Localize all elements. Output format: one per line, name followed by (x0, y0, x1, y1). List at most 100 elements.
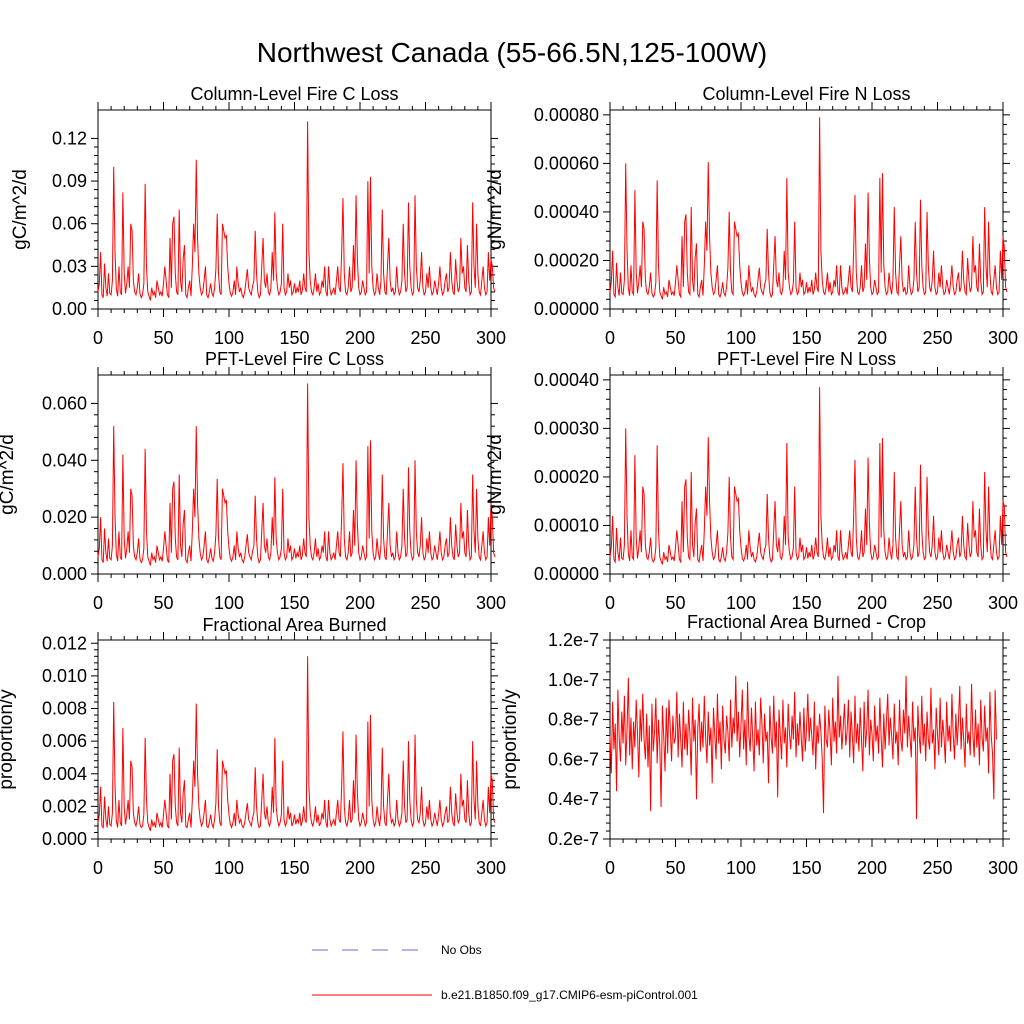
x-ticks: 0 50 100 150 200 250 300 (93, 102, 506, 348)
x-ticks: 0 50 100 150 200 250 300 (605, 367, 1018, 613)
x-tick-label: 300 (476, 593, 506, 613)
y-ticks: 0.000 0.002 0.004 0.006 0.008 0.010 0.012 (42, 633, 498, 849)
y-tick-label: 0.00080 (534, 105, 599, 125)
x-tick-label: 150 (279, 858, 309, 878)
x-tick-label: 300 (988, 328, 1018, 348)
y-tick-label: 0.010 (42, 666, 87, 686)
x-tick-label: 300 (476, 858, 506, 878)
y-axis-label: gN/m^2/d (485, 434, 506, 515)
x-tick-label: 0 (93, 858, 103, 878)
legend-label-model-run: b.e21.B1850.f09_g17.CMIP6-esm-piControl.… (441, 988, 698, 1002)
x-ticks: 0 50 100 150 200 250 300 (605, 102, 1018, 348)
y-tick-label: 0.2e-7 (548, 829, 599, 849)
plot-frame (97, 639, 492, 840)
y-tick-label: 0.000 (42, 564, 87, 584)
x-tick-label: 100 (214, 858, 244, 878)
panel-title: PFT-Level Fire C Loss (205, 349, 384, 369)
x-tick-label: 100 (726, 593, 756, 613)
plot-frame (609, 374, 1004, 575)
x-tick-label: 0 (605, 328, 615, 348)
x-tick-label: 150 (279, 328, 309, 348)
y-tick-label: 0.00000 (534, 299, 599, 319)
x-tick-label: 200 (345, 593, 375, 613)
series-line (97, 656, 496, 832)
y-tick-label: 0.002 (42, 796, 87, 816)
x-tick-label: 50 (153, 858, 173, 878)
x-tick-label: 50 (665, 593, 685, 613)
y-tick-label: 0.00 (52, 299, 87, 319)
series-line (609, 117, 1008, 300)
y-axis-label: gC/m^2/d (10, 169, 31, 250)
panel-title: PFT-Level Fire N Loss (717, 349, 896, 369)
x-ticks: 0 50 100 150 200 250 300 (605, 632, 1018, 878)
x-tick-label: 250 (922, 593, 952, 613)
main-title: Northwest Canada (55-66.5N,125-100W) (257, 37, 767, 68)
y-axis-label: gN/m^2/d (485, 169, 506, 250)
y-tick-label: 0.004 (42, 764, 87, 784)
x-tick-label: 0 (93, 328, 103, 348)
y-tick-label: 0.008 (42, 699, 87, 719)
y-ticks: 0.2e-7 0.4e-7 0.6e-7 0.8e-7 1.0e-7 1.2e-7 (548, 630, 1010, 849)
y-tick-label: 0.06 (52, 214, 87, 234)
x-tick-label: 0 (605, 593, 615, 613)
y-tick-label: 1.0e-7 (548, 670, 599, 690)
x-tick-label: 200 (857, 858, 887, 878)
y-tick-label: 0.00040 (534, 202, 599, 222)
x-tick-label: 100 (726, 328, 756, 348)
x-ticks: 0 50 100 150 200 250 300 (93, 632, 506, 878)
y-tick-label: 0.00040 (534, 370, 599, 390)
y-tick-label: 0.020 (42, 507, 87, 527)
panel-title: Fractional Area Burned - Crop (687, 612, 926, 632)
x-tick-label: 0 (93, 593, 103, 613)
x-tick-label: 300 (988, 858, 1018, 878)
x-tick-label: 250 (410, 593, 440, 613)
panel-title: Fractional Area Burned (202, 615, 386, 635)
x-tick-label: 100 (214, 593, 244, 613)
y-tick-label: 0.000 (42, 829, 87, 849)
legend: No Obs b.e21.B1850.f09_g17.CMIP6-esm-piC… (312, 943, 698, 1002)
x-tick-label: 200 (857, 593, 887, 613)
panel-fractional-area-burned: Fractional Area Burned proportion/y 0.00… (0, 615, 506, 878)
x-tick-label: 150 (791, 593, 821, 613)
x-tick-label: 250 (410, 328, 440, 348)
x-tick-label: 200 (345, 328, 375, 348)
series-line (609, 387, 1008, 565)
series-line (97, 121, 496, 301)
y-tick-label: 0.00000 (534, 564, 599, 584)
legend-label-no-obs: No Obs (441, 943, 482, 957)
y-tick-label: 0.00020 (534, 467, 599, 487)
x-tick-label: 300 (988, 593, 1018, 613)
y-tick-label: 0.00010 (534, 515, 599, 535)
y-tick-label: 0.4e-7 (548, 789, 599, 809)
y-ticks: 0.00000 0.00020 0.00040 0.00060 0.00080 (534, 105, 1010, 319)
x-tick-label: 150 (279, 593, 309, 613)
x-ticks: 0 50 100 150 200 250 300 (93, 367, 506, 613)
x-tick-label: 50 (153, 328, 173, 348)
plot-frame (97, 109, 492, 310)
panel-column-n-loss: Column-Level Fire N Loss gN/m^2/d 0.0000… (485, 84, 1018, 348)
panel-column-c-loss: Column-Level Fire C Loss gC/m^2/d 0.00 0.… (10, 84, 506, 348)
y-tick-label: 0.00030 (534, 418, 599, 438)
y-tick-label: 0.03 (52, 256, 87, 276)
y-tick-label: 0.012 (42, 633, 87, 653)
panel-pft-n-loss: PFT-Level Fire N Loss gN/m^2/d 0.00000 0.… (485, 349, 1018, 613)
x-tick-label: 150 (791, 858, 821, 878)
y-tick-label: 0.6e-7 (548, 749, 599, 769)
x-tick-label: 0 (605, 858, 615, 878)
plot-frame (609, 109, 1004, 310)
x-tick-label: 100 (726, 858, 756, 878)
x-tick-label: 250 (922, 858, 952, 878)
x-tick-label: 250 (410, 858, 440, 878)
y-axis-label: proportion/y (0, 689, 17, 790)
y-tick-label: 0.00020 (534, 250, 599, 270)
panel-pft-c-loss: PFT-Level Fire C Loss gC/m^2/d 0.000 0.02… (0, 349, 506, 613)
series-line (609, 675, 997, 820)
x-tick-label: 200 (345, 858, 375, 878)
x-tick-label: 50 (153, 593, 173, 613)
panel-title: Column-Level Fire C Loss (190, 84, 398, 104)
panel-title: Column-Level Fire N Loss (702, 84, 910, 104)
x-tick-label: 150 (791, 328, 821, 348)
y-tick-label: 0.8e-7 (548, 710, 599, 730)
y-ticks: 0.000 0.020 0.040 0.060 (42, 393, 498, 584)
